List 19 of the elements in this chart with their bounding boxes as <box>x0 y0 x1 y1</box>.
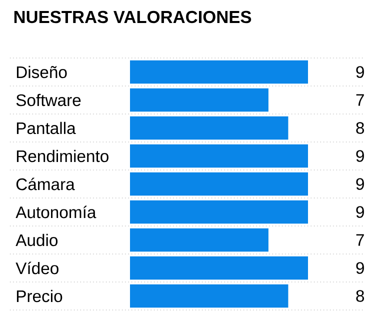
chart-title: NUESTRAS VALORACIONES <box>14 10 252 24</box>
y-tick-label: Pantalla <box>16 122 76 134</box>
y-tick-label: Precio <box>16 290 62 302</box>
y-tick-label: Diseño <box>16 66 67 78</box>
data-label: 9 <box>356 178 364 190</box>
y-tick-label: Rendimiento <box>16 150 108 162</box>
y-tick-label: Vídeo <box>16 262 58 274</box>
data-label: 8 <box>356 290 364 302</box>
y-tick-label: Software <box>16 94 81 106</box>
y-tick-label: Audio <box>16 234 58 246</box>
data-label: 8 <box>356 122 364 134</box>
data-label: 9 <box>356 150 364 162</box>
data-label: 9 <box>356 66 364 78</box>
y-tick-label: Cámara <box>16 178 75 190</box>
y-tick-label: Autonomía <box>16 206 96 218</box>
data-label: 9 <box>356 206 364 218</box>
data-label: 7 <box>356 234 364 246</box>
data-label: 9 <box>356 262 364 274</box>
data-label: 7 <box>356 94 364 106</box>
